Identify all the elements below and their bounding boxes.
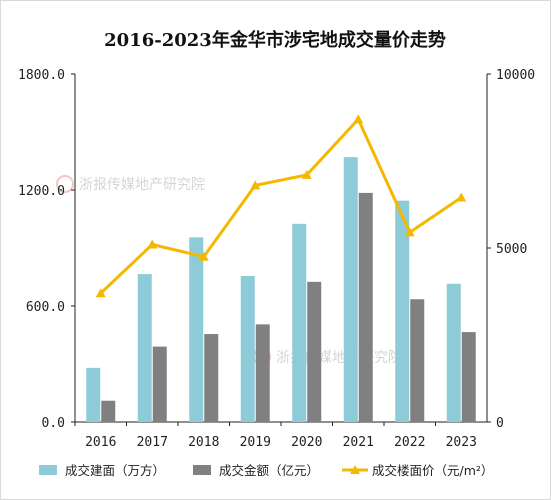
x-tick-label: 2017 [137, 435, 168, 450]
bar-floor-area [343, 157, 358, 422]
watermark-logo [56, 175, 74, 193]
right-tick-label: 5000 [496, 242, 527, 257]
price-point [198, 251, 209, 261]
price-point [353, 114, 364, 124]
price-point [95, 288, 106, 298]
legend-swatch [39, 465, 57, 475]
price-point [456, 192, 467, 202]
bar-amount [255, 324, 270, 422]
left-tick-label: 1800.0 [18, 68, 65, 83]
right-tick-label: 10000 [496, 68, 535, 83]
x-tick-label: 2021 [343, 435, 374, 450]
bar-floor-area [446, 283, 461, 422]
legend-swatch [193, 465, 211, 475]
bar-floor-area [137, 274, 152, 422]
plot-area: 0.0 600.0 1200.0 1800.0 0 5000 10000 2016 2017 20… [18, 68, 535, 450]
bar-floor-area [86, 367, 101, 422]
watermark-text: 浙报传媒地产研究院 [79, 177, 205, 193]
legend-label: 成交建面（万方） [65, 463, 165, 478]
price-point [250, 180, 261, 190]
price-point [404, 227, 415, 237]
left-tick-label: 1200.0 [18, 184, 65, 199]
bar-floor-area [292, 223, 307, 422]
bar-amount [204, 334, 219, 422]
bar-floor-area [395, 200, 410, 422]
x-tick-label: 2016 [85, 435, 116, 450]
bar-floor-area [240, 276, 255, 422]
bar-amount [410, 299, 425, 422]
x-tick-label: 2019 [240, 435, 271, 450]
x-tick-label: 2023 [446, 435, 477, 450]
legend-label: 成交楼面价（元/m²） [372, 463, 493, 478]
watermark-bottom: 浙报传媒地产研究院 [253, 348, 402, 366]
left-tick-label: 600.0 [26, 300, 65, 315]
x-tick-label: 2020 [291, 435, 322, 450]
price-line [99, 117, 463, 295]
watermark-top: 浙报传媒地产研究院 [56, 175, 205, 193]
price-point [301, 169, 312, 179]
legend: 成交建面（万方） 成交金额（亿元） 成交楼面价（元/m²） [39, 463, 493, 478]
price-point [147, 239, 158, 249]
bar-amount [101, 400, 116, 422]
chart-title: 2016-2023年金华市涉宅地成交量价走势 [104, 29, 446, 51]
legend-marker [350, 465, 360, 474]
bar-floor-area [189, 237, 204, 422]
bar-amount [152, 346, 167, 422]
legend-label: 成交金额（亿元） [219, 463, 319, 478]
bar-amount [461, 332, 476, 422]
x-tick-label: 2018 [188, 435, 219, 450]
left-tick-label: 0.0 [42, 416, 65, 431]
bar-amount [307, 281, 322, 422]
x-tick-label: 2022 [394, 435, 425, 450]
right-tick-label: 0 [496, 416, 504, 431]
bar-amount [358, 192, 373, 422]
